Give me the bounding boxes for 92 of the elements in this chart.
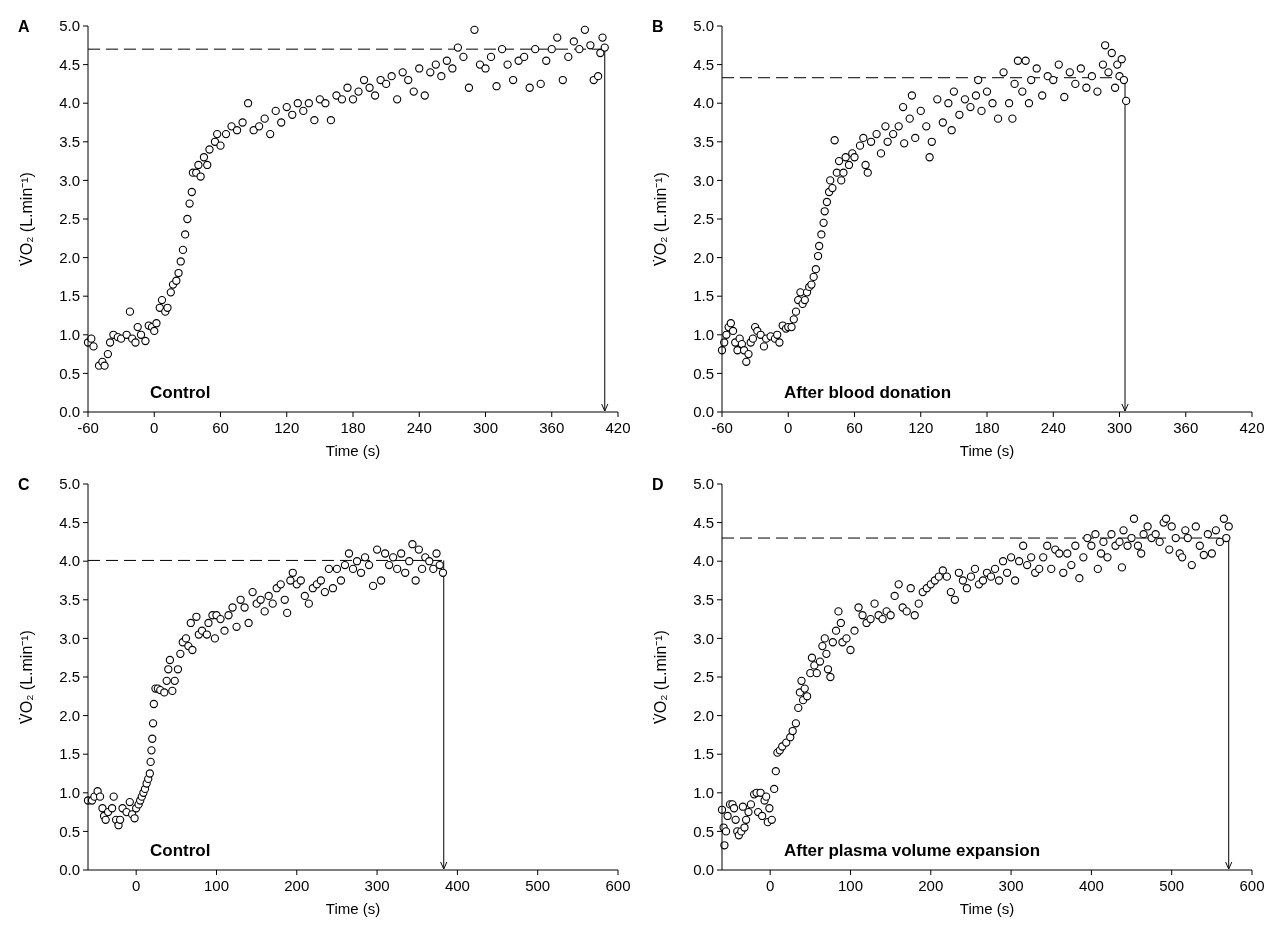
x-tick-label: 600 (605, 877, 631, 894)
y-tick-label: 4.5 (693, 513, 714, 531)
y-tick-label: 0.5 (59, 364, 80, 382)
x-tick-label: 300 (1106, 419, 1133, 436)
y-tick-label: 3.0 (59, 629, 80, 647)
y-tick-label: 2.0 (59, 706, 80, 724)
y-tick-label: 2.0 (59, 248, 80, 266)
y-tick-label: 4.0 (693, 94, 714, 112)
x-tick-label: 300 (472, 419, 499, 436)
y-tick-label: 2.5 (59, 668, 80, 686)
annotation: Control (150, 383, 211, 402)
chart-title: A (18, 18, 30, 35)
y-tick-label: 4.0 (59, 552, 80, 570)
x-tick-label: 0 (150, 419, 159, 436)
chart-title: C (18, 476, 30, 493)
x-tick-label: 400 (1078, 877, 1104, 894)
x-tick-label: 360 (539, 419, 565, 436)
y-tick-label: 2.0 (693, 248, 714, 266)
y-tick-label: 1.5 (59, 745, 80, 763)
y-tick-label: 3.5 (59, 591, 80, 609)
x-tick-label: -60 (77, 419, 99, 436)
y-tick-label: 2.5 (693, 668, 714, 686)
y-tick-label: 5.0 (693, 475, 714, 493)
y-tick-label: 5.0 (59, 17, 80, 35)
x-axis-title: Time (s) (959, 900, 1015, 917)
y-tick-label: 1.0 (59, 784, 80, 802)
y-tick-label: 0.0 (693, 861, 714, 879)
x-tick-label: 500 (525, 877, 551, 894)
chart-title: B (652, 18, 664, 35)
y-tick-label: 1.5 (59, 287, 80, 305)
x-tick-label: 240 (406, 419, 432, 436)
x-axis-title: Time (s) (325, 442, 381, 459)
y-tick-label: 0.5 (59, 822, 80, 840)
y-tick-label: 4.0 (59, 94, 80, 112)
y-axis-title: V̇O₂ (L.min⁻¹) (17, 630, 35, 724)
x-tick-label: 200 (918, 877, 944, 894)
y-tick-label: 2.5 (59, 210, 80, 228)
x-tick-label: 600 (1239, 877, 1265, 894)
x-tick-label: 100 (837, 877, 863, 894)
y-tick-label: 2.5 (693, 210, 714, 228)
y-tick-label: 3.5 (693, 591, 714, 609)
x-tick-label: 60 (846, 419, 863, 436)
x-tick-label: 180 (974, 419, 1000, 436)
x-tick-label: 60 (212, 419, 229, 436)
y-tick-label: 5.0 (693, 17, 714, 35)
x-tick-label: 120 (908, 419, 934, 436)
y-tick-label: 1.0 (59, 326, 80, 344)
y-axis-title: V̇O₂ (L.min⁻¹) (651, 172, 669, 266)
x-tick-label: 0 (766, 877, 775, 894)
y-tick-label: 1.0 (693, 784, 714, 802)
x-axis-title: Time (s) (959, 442, 1015, 459)
y-tick-label: 3.5 (693, 133, 714, 151)
y-tick-label: 3.5 (59, 133, 80, 151)
x-tick-label: 240 (1040, 419, 1066, 436)
y-tick-label: 1.0 (693, 326, 714, 344)
y-tick-label: 0.5 (693, 364, 714, 382)
y-tick-label: 4.5 (59, 55, 80, 73)
y-tick-label: 3.0 (693, 171, 714, 189)
x-tick-label: 500 (1159, 877, 1185, 894)
annotation: After plasma volume expansion (784, 841, 1041, 860)
x-tick-label: 420 (605, 419, 631, 436)
x-tick-label: 0 (784, 419, 793, 436)
x-tick-label: 420 (1239, 419, 1265, 436)
y-tick-label: 4.0 (693, 552, 714, 570)
y-tick-label: 4.5 (693, 55, 714, 73)
x-tick-label: 400 (444, 877, 470, 894)
x-tick-label: 180 (340, 419, 366, 436)
y-tick-label: 0.5 (693, 822, 714, 840)
y-axis-title: V̇O₂ (L.min⁻¹) (17, 172, 35, 266)
annotation: Control (150, 841, 211, 860)
y-axis-title: V̇O₂ (L.min⁻¹) (651, 630, 669, 724)
x-tick-label: 300 (998, 877, 1024, 894)
y-tick-label: 3.0 (59, 171, 80, 189)
x-tick-label: 200 (284, 877, 310, 894)
y-tick-label: 5.0 (59, 475, 80, 493)
y-tick-label: 0.0 (693, 403, 714, 421)
x-tick-label: 300 (364, 877, 390, 894)
x-tick-label: 100 (203, 877, 229, 894)
y-tick-label: 1.5 (693, 745, 714, 763)
y-tick-label: 4.5 (59, 513, 80, 531)
x-tick-label: 0 (132, 877, 141, 894)
y-tick-label: 1.5 (693, 287, 714, 305)
x-tick-label: 360 (1173, 419, 1199, 436)
y-tick-label: 3.0 (693, 629, 714, 647)
y-tick-label: 2.0 (693, 706, 714, 724)
chart-title: D (652, 476, 664, 493)
x-tick-label: -60 (711, 419, 733, 436)
annotation: After blood donation (784, 383, 952, 402)
x-tick-label: 120 (274, 419, 300, 436)
x-axis-title: Time (s) (325, 900, 381, 917)
y-tick-label: 0.0 (59, 403, 80, 421)
y-tick-label: 0.0 (59, 861, 80, 879)
